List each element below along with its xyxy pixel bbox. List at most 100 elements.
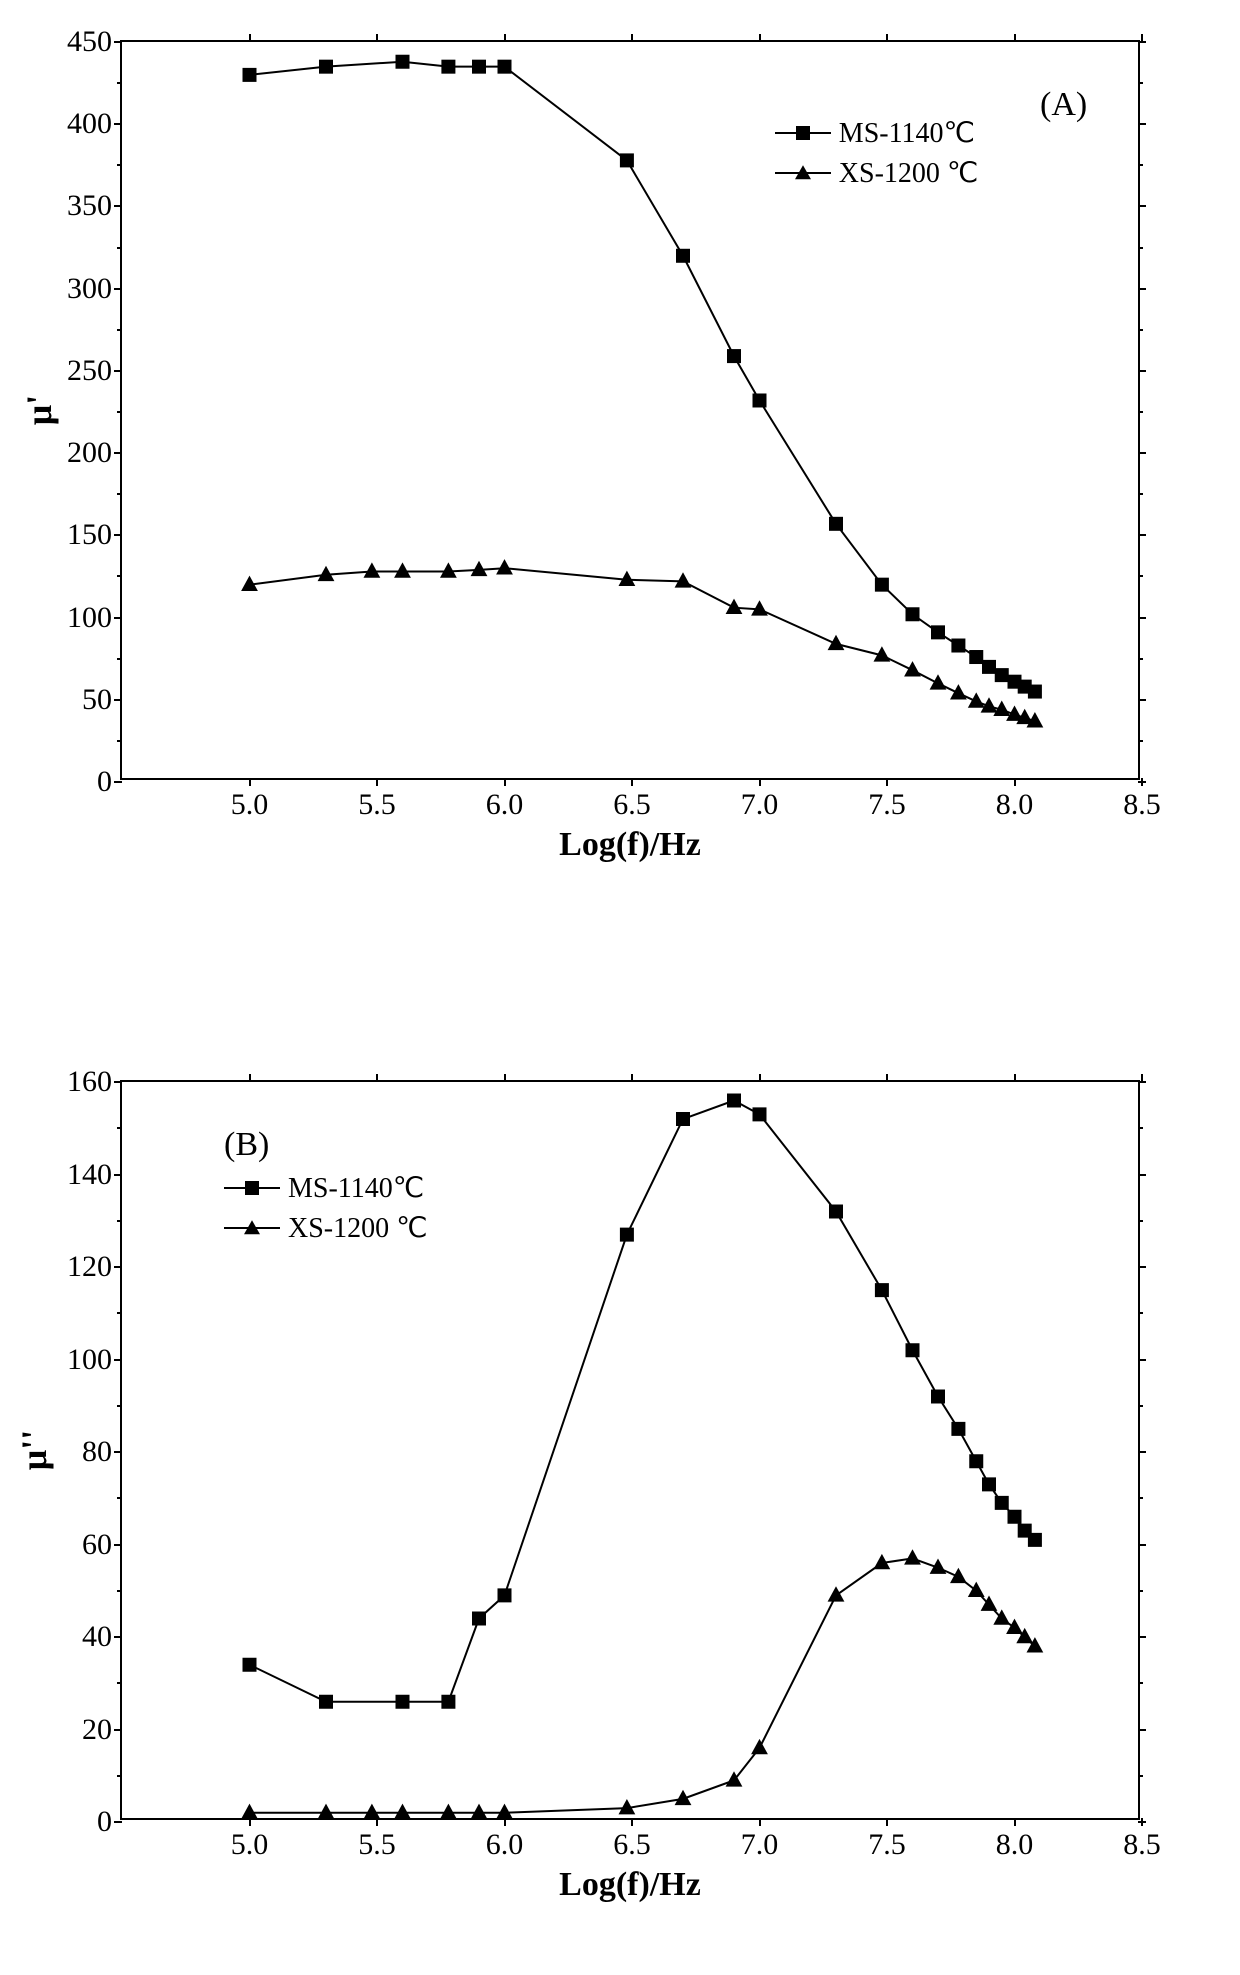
x-tick-top — [759, 34, 761, 42]
x-tick-top — [1014, 34, 1016, 42]
square-marker-icon — [441, 60, 455, 74]
triangle-marker-icon — [471, 561, 488, 576]
triangle-marker-icon — [394, 1804, 411, 1819]
chart-series — [122, 42, 1142, 782]
triangle-marker-icon — [950, 1568, 967, 1583]
square-marker-icon — [396, 1695, 410, 1709]
y-axis-label: μ' — [18, 395, 60, 425]
y-tick-label: 450 — [67, 25, 122, 59]
triangle-marker-icon — [471, 1804, 488, 1819]
square-marker-icon — [319, 1695, 333, 1709]
y-tick-label: 140 — [67, 1158, 122, 1192]
square-marker-icon — [906, 607, 920, 621]
square-marker-icon — [243, 68, 257, 82]
y-tick-label: 120 — [67, 1250, 122, 1284]
y-tick-label: 300 — [67, 272, 122, 306]
y-tick-label: 20 — [82, 1713, 122, 1747]
square-marker-icon — [727, 1094, 741, 1108]
x-tick-label: 7.0 — [741, 778, 779, 822]
triangle-marker-icon — [675, 572, 692, 587]
y-axis-label: μ'' — [13, 1430, 55, 1470]
triangle-marker-icon — [241, 1804, 258, 1819]
triangle-marker-icon — [968, 692, 985, 707]
y-tick-label: 80 — [82, 1435, 122, 1469]
square-marker-icon — [969, 1454, 983, 1468]
x-tick-label: 8.5 — [1123, 1818, 1161, 1862]
triangle-marker-icon — [904, 661, 921, 676]
triangle-marker-icon — [968, 1582, 985, 1597]
triangle-marker-icon — [930, 674, 947, 689]
square-marker-icon — [396, 55, 410, 69]
x-tick-label: 7.5 — [868, 778, 906, 822]
x-tick-label: 8.0 — [996, 778, 1034, 822]
x-tick-top — [504, 34, 506, 42]
square-marker-icon — [472, 1612, 486, 1626]
x-tick-label: 6.5 — [613, 1818, 651, 1862]
square-marker-icon — [753, 393, 767, 407]
x-tick-top — [504, 1074, 506, 1082]
chart-series — [122, 1082, 1142, 1822]
x-tick-top — [759, 1074, 761, 1082]
triangle-marker-icon — [1006, 1619, 1023, 1634]
square-marker-icon — [727, 349, 741, 363]
series-line — [250, 62, 1035, 692]
x-tick-top — [249, 1074, 251, 1082]
x-tick-top — [376, 34, 378, 42]
triangle-marker-icon — [318, 1804, 335, 1819]
triangle-marker-icon — [364, 1804, 381, 1819]
square-marker-icon — [676, 249, 690, 263]
square-marker-icon — [829, 1205, 843, 1219]
square-marker-icon — [243, 1658, 257, 1672]
y-tick-label: 100 — [67, 1343, 122, 1377]
x-axis-label: Log(f)/Hz — [559, 1866, 701, 1904]
x-tick-top — [376, 1074, 378, 1082]
x-tick-top — [249, 34, 251, 42]
x-tick-label: 6.0 — [486, 1818, 524, 1862]
square-marker-icon — [319, 60, 333, 74]
x-tick-label: 8.5 — [1123, 778, 1161, 822]
square-marker-icon — [931, 625, 945, 639]
y-tick-label: 250 — [67, 354, 122, 388]
x-axis-label: Log(f)/Hz — [559, 826, 701, 864]
x-tick-top — [1014, 1074, 1016, 1082]
y-tick-label: 150 — [67, 518, 122, 552]
x-tick-top — [631, 34, 633, 42]
triangle-marker-icon — [726, 599, 743, 614]
figure-container: 0501001502002503003504004505.05.56.06.57… — [0, 0, 1240, 1975]
y-tick-label: 160 — [67, 1065, 122, 1099]
square-marker-icon — [1008, 1510, 1022, 1524]
x-tick-label: 7.5 — [868, 1818, 906, 1862]
x-tick-label: 5.0 — [231, 778, 269, 822]
square-marker-icon — [982, 1477, 996, 1491]
square-marker-icon — [498, 1588, 512, 1602]
square-marker-icon — [982, 660, 996, 674]
square-marker-icon — [498, 60, 512, 74]
triangle-marker-icon — [496, 559, 513, 574]
series-line — [250, 568, 1035, 721]
x-tick-label: 5.5 — [358, 778, 396, 822]
triangle-marker-icon — [440, 562, 457, 577]
x-tick-top — [1141, 34, 1143, 42]
triangle-marker-icon — [751, 1739, 768, 1754]
square-marker-icon — [906, 1343, 920, 1357]
y-tick-label: 200 — [67, 436, 122, 470]
y-tick-label: 40 — [82, 1620, 122, 1654]
triangle-marker-icon — [828, 1586, 845, 1601]
chart-a-plot-area: 0501001502002503003504004505.05.56.06.57… — [120, 40, 1140, 780]
triangle-marker-icon — [950, 684, 967, 699]
square-marker-icon — [753, 1107, 767, 1121]
x-tick-label: 5.0 — [231, 1818, 269, 1862]
square-marker-icon — [995, 668, 1009, 682]
triangle-marker-icon — [904, 1549, 921, 1564]
triangle-marker-icon — [440, 1804, 457, 1819]
square-marker-icon — [951, 639, 965, 653]
chart-b-plot-area: 0204060801001201401605.05.56.06.57.07.58… — [120, 1080, 1140, 1820]
triangle-marker-icon — [394, 562, 411, 577]
x-tick-top — [631, 1074, 633, 1082]
y-tick-label: 60 — [82, 1528, 122, 1562]
series-line — [250, 1101, 1035, 1702]
x-tick-label: 8.0 — [996, 1818, 1034, 1862]
square-marker-icon — [676, 1112, 690, 1126]
square-marker-icon — [620, 153, 634, 167]
square-marker-icon — [1028, 1533, 1042, 1547]
